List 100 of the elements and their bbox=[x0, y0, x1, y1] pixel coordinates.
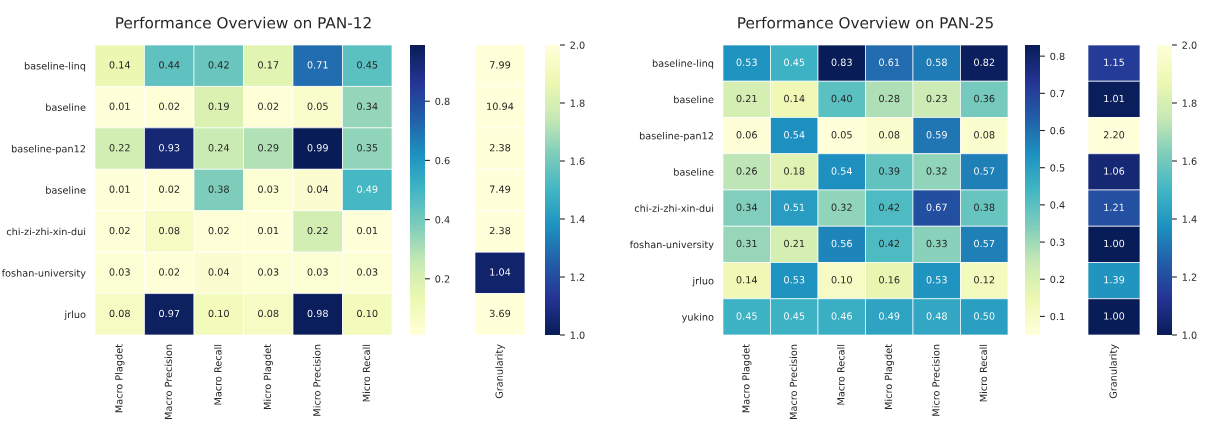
data-label: 0.42 bbox=[208, 61, 229, 69]
data-label: 0.03 bbox=[357, 268, 378, 276]
data-label: 0.57 bbox=[974, 167, 995, 175]
color-bar-label: 1.0 bbox=[570, 331, 585, 339]
data-label: 3.69 bbox=[489, 309, 511, 318]
data-label: 0.19 bbox=[208, 102, 229, 110]
y-tick-label: foshan-university bbox=[1, 269, 86, 279]
data-label: 0.42 bbox=[879, 203, 900, 211]
data-label: 0.08 bbox=[159, 226, 180, 235]
y-tick-label: foshan-university bbox=[629, 240, 714, 251]
data-label: 0.40 bbox=[831, 94, 852, 103]
data-label: 0.02 bbox=[208, 226, 229, 235]
data-label: 1.15 bbox=[1104, 58, 1124, 66]
data-label: 0.99 bbox=[307, 144, 328, 152]
y-tick-label: chi-zi-zhi-xin-dui bbox=[6, 227, 86, 236]
data-label: 0.97 bbox=[159, 309, 180, 318]
x-tick-label: Granularity bbox=[495, 344, 505, 399]
data-label: 0.42 bbox=[879, 239, 900, 248]
data-label: 0.16 bbox=[879, 276, 900, 284]
data-label: 0.23 bbox=[926, 94, 947, 103]
color-bar-label: 1.0 bbox=[1182, 331, 1197, 339]
data-label: 0.10 bbox=[831, 276, 852, 284]
data-label: 2.38 bbox=[489, 226, 511, 235]
data-label: 0.46 bbox=[831, 312, 852, 320]
data-label: 0.67 bbox=[926, 203, 947, 211]
data-label: 0.53 bbox=[736, 58, 757, 66]
data-label: 0.04 bbox=[208, 268, 230, 276]
color-bar-label: 0.2 bbox=[1050, 275, 1065, 284]
data-label: 0.28 bbox=[879, 94, 900, 103]
data-label: 0.36 bbox=[974, 94, 995, 103]
data-label: 2.38 bbox=[489, 144, 511, 152]
color-bar-label: 0.5 bbox=[1050, 164, 1065, 172]
y-tick-label: baseline bbox=[46, 186, 86, 194]
color-bar-label: 1.2 bbox=[570, 273, 585, 281]
color-bar-label: 0.8 bbox=[1050, 52, 1065, 60]
data-label: 0.59 bbox=[926, 131, 947, 139]
data-label: 0.24 bbox=[208, 144, 230, 152]
data-label: 1.04 bbox=[490, 268, 511, 276]
color-bar-label: 0.4 bbox=[1050, 201, 1065, 209]
x-tick-label: Macro Precision bbox=[789, 344, 798, 419]
y-tick-label: baseline-pan12 bbox=[639, 131, 713, 142]
data-label: 1.00 bbox=[1104, 239, 1125, 248]
color-bar-label: 1.6 bbox=[570, 157, 585, 165]
data-label: 0.03 bbox=[258, 185, 279, 193]
x-tick-label: Micro Plagdet bbox=[884, 344, 894, 409]
data-label: 0.39 bbox=[879, 167, 900, 175]
data-label: 0.21 bbox=[736, 94, 757, 103]
color-bar-label: 1.6 bbox=[1182, 157, 1197, 165]
data-label: 0.51 bbox=[784, 203, 805, 211]
data-label: 0.38 bbox=[208, 185, 229, 193]
data-label: 0.58 bbox=[926, 58, 947, 66]
chart-title: Performance Overview on PAN-25 bbox=[738, 16, 993, 29]
x-tick-label: Micro Precision bbox=[932, 344, 940, 416]
x-tick-label: Macro Plagdet bbox=[115, 344, 125, 413]
data-label: 0.61 bbox=[879, 58, 900, 66]
data-label: 1.01 bbox=[1104, 94, 1124, 103]
data-label: 2.20 bbox=[1103, 131, 1125, 139]
data-label: 0.49 bbox=[357, 185, 378, 193]
data-label: 0.29 bbox=[258, 144, 279, 152]
data-label: 0.44 bbox=[159, 61, 180, 69]
color-bar-label: 0.6 bbox=[1050, 126, 1065, 135]
color-bar-label: 1.2 bbox=[1182, 273, 1197, 281]
data-label: 0.02 bbox=[258, 102, 279, 110]
x-tick-label: Macro Recall bbox=[837, 344, 845, 405]
x-tick-label: Macro Plagdet bbox=[742, 344, 752, 413]
color-bar-label: 0.3 bbox=[1050, 238, 1065, 246]
data-label: 0.57 bbox=[974, 239, 995, 248]
data-label: 0.10 bbox=[357, 309, 378, 318]
data-label: 0.05 bbox=[831, 131, 852, 139]
y-tick-label: chi-zi-zhi-xin-dui bbox=[634, 204, 714, 212]
data-label: 7.99 bbox=[489, 61, 511, 69]
data-label: 0.04 bbox=[307, 185, 329, 193]
data-label: 0.02 bbox=[109, 226, 130, 235]
data-label: 0.01 bbox=[357, 226, 378, 235]
data-label: 0.54 bbox=[831, 167, 853, 175]
y-tick-label: jrluo bbox=[64, 310, 86, 320]
data-label: 0.17 bbox=[258, 61, 279, 69]
data-label: 0.02 bbox=[159, 268, 180, 276]
x-tick-label: Micro Precision bbox=[313, 344, 321, 416]
data-label: 0.38 bbox=[974, 203, 995, 211]
color-bar-label: 0.6 bbox=[435, 156, 450, 165]
color-bar-label: 0.2 bbox=[435, 275, 450, 283]
data-label: 0.06 bbox=[736, 131, 757, 139]
data-label: 0.45 bbox=[784, 58, 805, 66]
data-label: 0.03 bbox=[109, 268, 130, 276]
data-label: 0.45 bbox=[357, 61, 378, 69]
data-label: 0.53 bbox=[784, 276, 805, 284]
data-label: 0.12 bbox=[974, 276, 995, 284]
data-label: 0.22 bbox=[109, 144, 130, 152]
color-bar-label: 2.0 bbox=[1182, 41, 1197, 49]
data-label: 0.14 bbox=[736, 276, 758, 284]
data-label: 0.53 bbox=[926, 276, 947, 284]
data-label: 1.39 bbox=[1104, 276, 1125, 284]
color-bar-label: 1.4 bbox=[1182, 215, 1197, 223]
data-label: 0.48 bbox=[926, 312, 947, 320]
data-label: 0.14 bbox=[784, 94, 805, 103]
data-label: 0.08 bbox=[258, 309, 279, 318]
chart-title: Performance Overview on PAN-12 bbox=[116, 16, 371, 29]
data-label: 1.06 bbox=[1104, 167, 1125, 175]
data-label: 0.02 bbox=[159, 102, 180, 110]
